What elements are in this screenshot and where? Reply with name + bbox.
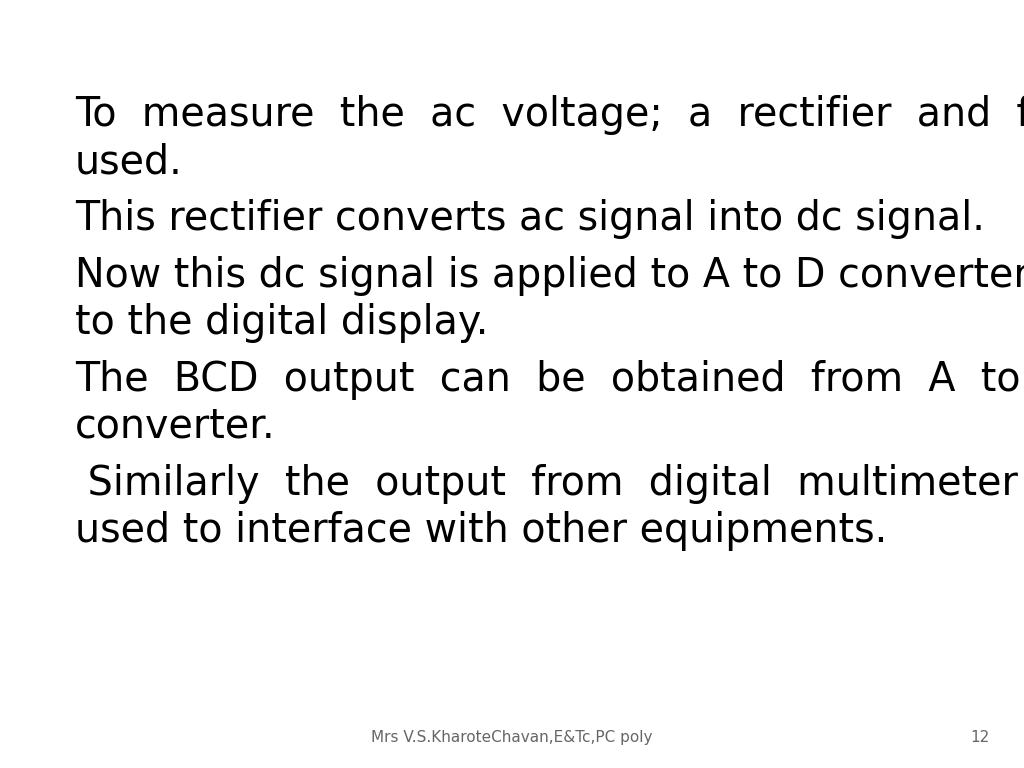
Text: Similarly  the  output  from  digital  multimeter  can  be: Similarly the output from digital multim… [75, 464, 1024, 504]
Text: Now this dc signal is applied to A to D converter and: Now this dc signal is applied to A to D … [75, 256, 1024, 296]
Text: This rectifier converts ac signal into dc signal.: This rectifier converts ac signal into d… [75, 199, 985, 239]
Text: Mrs V.S.KharoteChavan,E&Tc,PC poly: Mrs V.S.KharoteChavan,E&Tc,PC poly [372, 730, 652, 745]
Text: used.: used. [75, 142, 182, 182]
Text: to the digital display.: to the digital display. [75, 303, 488, 343]
Text: converter.: converter. [75, 407, 275, 447]
Text: used to interface with other equipments.: used to interface with other equipments. [75, 511, 887, 551]
Text: To  measure  the  ac  voltage;  a  rectifier  and  filter  is: To measure the ac voltage; a rectifier a… [75, 95, 1024, 135]
Text: The  BCD  output  can  be  obtained  from  A  to  D: The BCD output can be obtained from A to… [75, 360, 1024, 400]
Text: 12: 12 [971, 730, 990, 745]
